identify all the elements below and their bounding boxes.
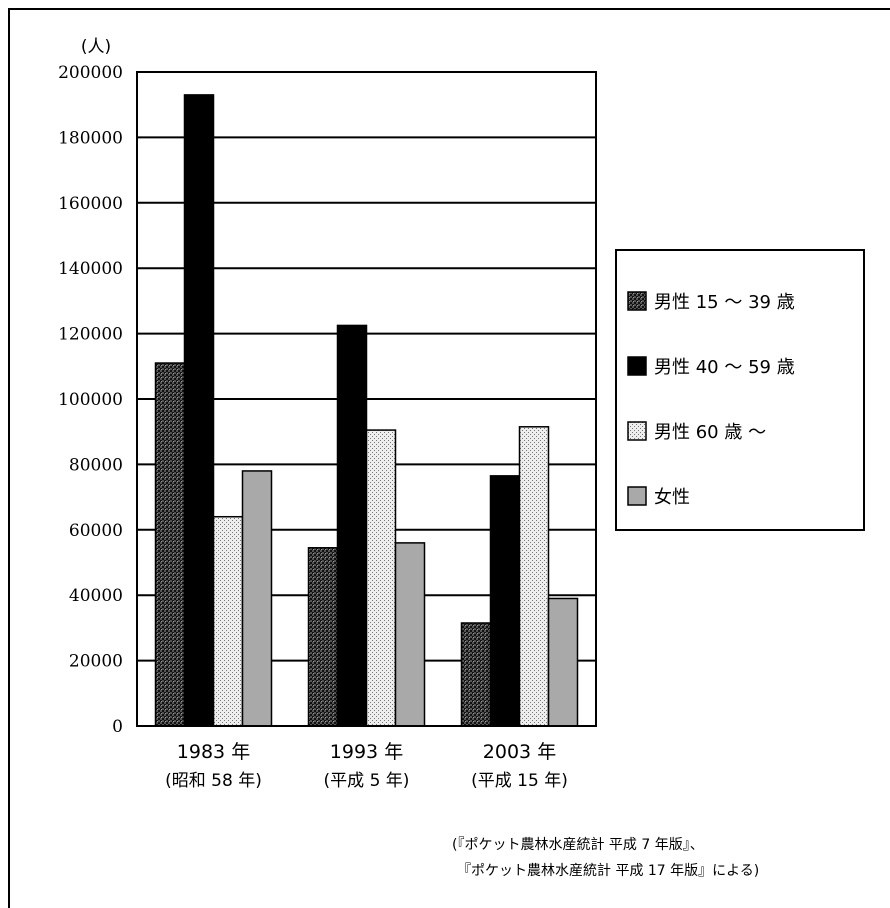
bar <box>394 542 426 727</box>
legend-box <box>615 249 865 531</box>
y-tick-label: 80000 <box>69 455 123 475</box>
y-tick-label: 140000 <box>58 259 123 279</box>
bar <box>365 429 397 727</box>
y-tick-label: 40000 <box>69 586 123 606</box>
bar <box>154 362 186 727</box>
y-tick-label: 120000 <box>58 325 123 345</box>
bar <box>489 475 521 727</box>
legend-swatch <box>627 291 647 311</box>
y-tick-label: 200000 <box>58 63 123 83</box>
legend-swatch <box>627 421 647 441</box>
y-unit-label: (人) <box>81 37 111 57</box>
legend-label: 女性 <box>654 487 690 508</box>
y-tick-label: 160000 <box>58 194 123 214</box>
y-tick-label: 180000 <box>58 128 123 148</box>
bar <box>241 470 273 727</box>
source-line-2: 『ポケット農林水産統計 平成 17 年版』による) <box>457 863 760 879</box>
legend-label: 男性 60 歳 ～ <box>654 422 766 443</box>
legend-swatch <box>627 486 647 506</box>
bar <box>460 622 492 727</box>
bar <box>547 597 579 727</box>
x-tick-sublabel: (平成 5 年) <box>324 771 410 791</box>
legend-label: 男性 40 ～ 59 歳 <box>654 357 795 378</box>
bar <box>183 94 215 727</box>
figure-frame <box>8 8 890 908</box>
y-tick-label: 60000 <box>69 521 123 541</box>
source-line-1: (『ポケット農林水産統計 平成 7 年版』、 <box>452 837 704 853</box>
y-tick-label: 20000 <box>69 652 123 672</box>
x-tick-sublabel: (平成 15 年) <box>471 771 568 791</box>
bar <box>212 515 244 727</box>
x-tick-label: 1983 年 <box>177 741 250 763</box>
x-tick-label: 1993 年 <box>330 741 403 763</box>
bar <box>336 324 368 727</box>
bar <box>307 547 339 727</box>
y-tick-label: 0 <box>112 717 123 737</box>
legend-swatch <box>627 356 647 376</box>
x-tick-sublabel: (昭和 58 年) <box>165 771 262 791</box>
plot-frame <box>136 71 597 727</box>
legend-label: 男性 15 ～ 39 歳 <box>654 292 795 313</box>
x-tick-label: 2003 年 <box>483 741 556 763</box>
bar <box>518 426 550 727</box>
y-tick-label: 100000 <box>58 390 123 410</box>
